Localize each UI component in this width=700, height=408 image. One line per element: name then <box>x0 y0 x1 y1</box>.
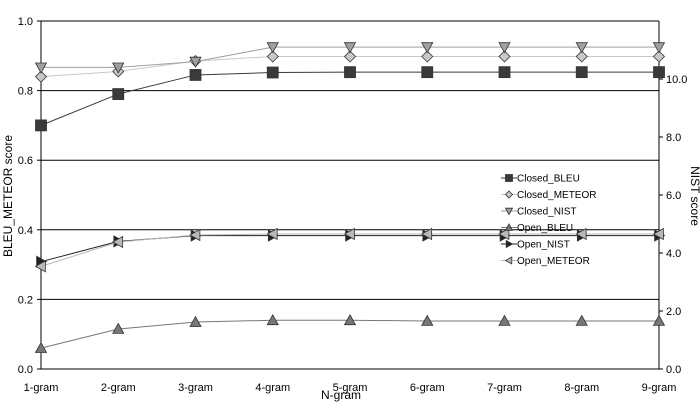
data-point <box>266 50 279 63</box>
data-point <box>35 119 47 132</box>
series-open-bleu <box>34 313 666 353</box>
data-point <box>266 227 278 241</box>
legend-item: Open_BLEU <box>501 223 573 234</box>
series-closed-nist <box>34 42 666 74</box>
x-tick-label: 9-gram <box>642 382 677 394</box>
y-tick-label: 1.0 <box>18 16 33 28</box>
legend-label: Open_NIST <box>517 240 570 251</box>
series-line <box>40 71 659 126</box>
legend-marker <box>504 256 513 265</box>
legend-label: Closed_BLEU <box>517 174 580 185</box>
series-open-meteor <box>34 227 664 273</box>
y2-tick-label: 0.0 <box>666 364 681 376</box>
data-point <box>112 322 125 334</box>
series-closed-meteor <box>34 50 666 83</box>
legend: Closed_BLEU Closed_METEOR Closed_NIST Open_… <box>501 174 596 267</box>
data-point <box>421 314 434 326</box>
x-tick-label: 2-gram <box>101 382 136 394</box>
y2-tick-label: 8.0 <box>666 132 681 144</box>
data-point <box>189 56 202 68</box>
data-point <box>652 227 664 241</box>
data-point <box>112 62 125 74</box>
data-point <box>111 235 124 249</box>
y2-axis-label: NIST score <box>688 166 700 226</box>
data-point <box>189 315 202 327</box>
x-tick-label: 5-gram <box>333 382 368 394</box>
data-point <box>34 62 48 74</box>
data-point <box>575 42 588 54</box>
legend-label: Open_METEOR <box>517 256 590 267</box>
y-axis-label: BLEU_METEOR score <box>1 135 15 257</box>
data-point <box>575 227 587 241</box>
legend-item: Closed_NIST <box>501 207 576 218</box>
series-group <box>34 42 666 353</box>
series-closed-bleu <box>35 66 665 132</box>
data-point <box>189 228 201 242</box>
legend-item: Open_NIST <box>501 240 570 251</box>
data-point <box>498 50 511 63</box>
y-tick-label: 0.2 <box>18 294 33 306</box>
x-tick-label: 1-gram <box>24 382 59 394</box>
data-point <box>266 313 279 326</box>
data-point <box>652 314 666 326</box>
tick-labels: 0.0 0.2 0.4 0.6 0.8 1.0 0.0 2.0 4.0 6.0 8.0 10.0 1-g… <box>18 16 688 394</box>
y-tick-label: 0.0 <box>18 364 33 376</box>
data-point <box>652 42 666 54</box>
data-point <box>420 227 433 241</box>
data-point <box>653 66 665 79</box>
x-tick-label: 3-gram <box>178 382 213 394</box>
legend-marker <box>504 190 514 199</box>
legend-label: Closed_NIST <box>517 207 576 218</box>
data-point <box>266 66 279 79</box>
data-point <box>343 227 355 241</box>
data-point <box>34 260 46 273</box>
grid <box>41 20 659 370</box>
data-point <box>575 66 588 79</box>
data-point <box>343 42 357 54</box>
data-point <box>34 70 48 83</box>
y2-tick-label: 10.0 <box>666 74 687 86</box>
x-tick-label: 6-gram <box>410 382 445 394</box>
x-tick-label: 8-gram <box>564 382 599 394</box>
legend-item: Closed_BLEU <box>501 174 580 185</box>
data-point <box>34 341 48 353</box>
legend-label: Open_BLEU <box>517 223 573 234</box>
y2-tick-label: 4.0 <box>666 248 681 260</box>
data-point <box>498 227 510 241</box>
legend-item: Closed_METEOR <box>501 190 596 201</box>
legend-label: Closed_METEOR <box>517 190 596 201</box>
data-point <box>575 314 588 326</box>
data-point <box>652 50 666 63</box>
data-point <box>421 42 434 54</box>
data-point <box>575 50 588 63</box>
y2-tick-label: 2.0 <box>666 306 681 318</box>
y2-tick-label: 6.0 <box>666 190 681 202</box>
data-point <box>112 88 125 100</box>
y-tick-label: 0.8 <box>18 86 33 98</box>
y-tick-label: 0.6 <box>18 155 33 167</box>
legend-marker <box>505 174 513 182</box>
legend-marker <box>505 239 514 249</box>
data-point <box>343 50 357 63</box>
legend-marker <box>504 207 514 216</box>
legend-marker <box>504 223 514 231</box>
data-point <box>266 42 279 54</box>
y-tick-label: 0.4 <box>18 225 33 237</box>
data-point <box>498 314 511 326</box>
data-point <box>189 69 202 81</box>
legend-item: Open_METEOR <box>501 256 590 267</box>
x-axis-label: N-gram <box>321 388 361 402</box>
data-point <box>344 66 356 79</box>
x-tick-label: 4-gram <box>255 382 290 394</box>
data-point <box>498 66 511 79</box>
data-point <box>498 42 511 54</box>
data-point <box>421 66 434 79</box>
data-point <box>421 50 434 63</box>
x-tick-label: 7-gram <box>487 382 522 394</box>
data-point <box>343 313 357 326</box>
